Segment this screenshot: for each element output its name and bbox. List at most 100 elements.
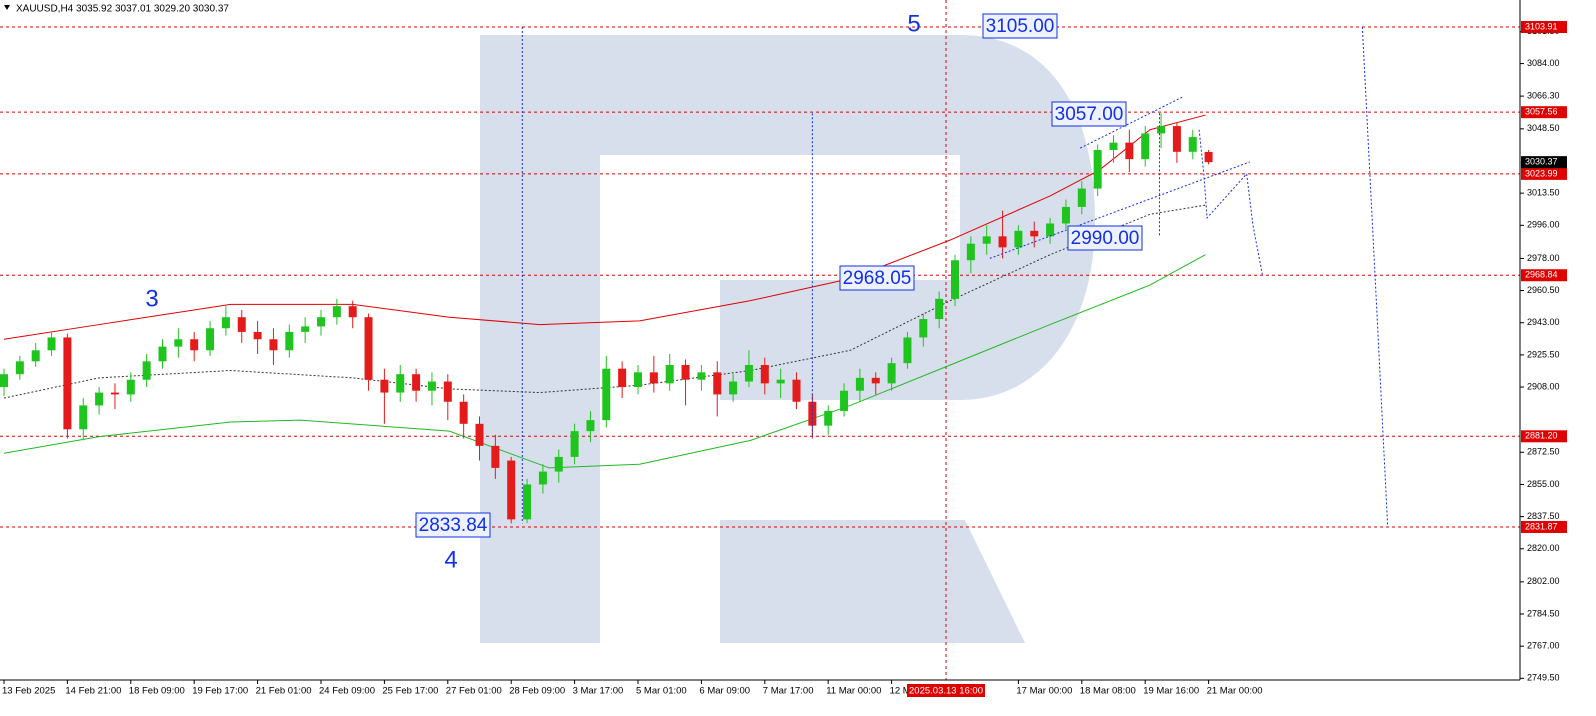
candle-body [1204,151,1213,163]
x-tick-label: 11 Mar 00:00 [826,686,881,697]
menu-icon[interactable] [4,5,10,10]
candle-body [221,317,230,329]
candle-body [871,377,880,384]
level-price-box [1521,167,1567,180]
level-price-label: 2881.20 [1525,431,1558,441]
indicator-line [3,114,1206,340]
y-tick-label: 2837.50 [1527,511,1560,521]
candle-body [364,317,373,380]
level-price-box [1521,20,1567,33]
y-tick-label: 3013.50 [1527,188,1560,198]
candle-body [1141,133,1150,160]
candle-body [95,392,104,406]
x-tick-label: 17 Mar 00:00 [1016,686,1072,697]
candle-body [269,339,278,351]
x-tick-label: 3 Mar 17:00 [573,686,624,697]
candle-body [1030,230,1039,237]
candle-body [190,339,199,351]
cursor-time-box [907,684,985,697]
x-tick-label: 6 Mar 09:00 [699,686,750,697]
candle-body [507,460,516,520]
last-price-label: 3030.37 [1525,157,1558,167]
candle-body [79,405,88,430]
candle-body [760,364,769,384]
last-price-box [1521,156,1567,169]
y-tick-label: 3048.50 [1527,123,1560,133]
candle-body [206,328,215,351]
wave-label: 4 [444,546,457,573]
candle-body [681,364,690,380]
candle-body [285,331,294,351]
projection-line [1198,129,1263,276]
x-tick-label: 18 Mar 08:00 [1080,686,1136,697]
wave-label: 5 [907,10,920,37]
candle-body [951,260,959,299]
y-tick-label: 2784.50 [1527,608,1560,618]
x-tick-label: 21 Feb 01:00 [256,686,312,697]
candle-body [237,317,246,332]
candle-body [602,368,611,421]
x-tick-label: 25 Feb 17:00 [382,686,438,697]
x-tick-label: 18 Feb 09:00 [129,686,185,697]
candle-body [903,337,912,364]
x-tick-label: 27 Feb 01:00 [446,686,502,697]
annotation-label: 2833.84 [419,515,488,536]
level-price-box [1521,269,1567,282]
candle-body [824,410,833,426]
candle-body [110,392,119,395]
candle-body [443,381,452,402]
candle-body [253,331,262,340]
candle-body [919,319,928,338]
candle-body [1093,149,1102,189]
candle-body [713,372,722,395]
y-tick-label: 2872.50 [1527,447,1560,457]
y-tick-label: 2978.00 [1527,253,1560,263]
level-price-box [1521,520,1567,533]
candle-body [1046,223,1055,237]
candle-body [966,243,975,261]
candle-body [15,361,24,375]
x-tick-label: 14 Feb 21:00 [65,686,121,697]
candle-body [1014,230,1023,248]
wave-label: 3 [145,285,158,312]
level-price-label: 3023.99 [1525,168,1558,178]
candle-body [744,364,753,382]
candle-body [380,379,389,393]
candle-body [523,484,532,520]
projection-line [1361,26,1389,527]
y-tick-label: 2960.50 [1527,285,1560,295]
candle-body [1109,142,1118,150]
candle-body [887,363,896,384]
level-price-label: 3103.91 [1525,21,1558,31]
annotation-label: 3105.00 [986,16,1055,37]
candle-body [348,306,357,318]
candle-body [491,445,500,468]
annotation-box [982,13,1058,39]
candle-body [142,361,151,380]
candle-body [665,364,674,384]
cursor-time-label: 2025.03.13 16:00 [909,686,983,697]
annotation-box [1051,101,1127,127]
y-tick-label: 3066.30 [1527,90,1560,100]
candle-body [47,337,56,351]
x-tick-label: 7 Mar 17:00 [763,686,814,697]
candle-body [317,317,325,327]
candle-body [855,377,864,391]
candle-body [1125,142,1134,160]
candle-body [174,339,183,347]
y-tick-label: 2802.00 [1527,576,1560,586]
candle-body [554,456,563,472]
projection-line [1079,96,1184,149]
candle-body [396,374,405,393]
candle-body [840,390,849,411]
candle-body [586,420,595,432]
candle-body [935,298,944,320]
y-tick-label: 2943.00 [1527,317,1560,327]
x-tick-label: 13 Feb 2025 [2,686,55,697]
x-tick-label: 19 Mar 16:00 [1143,686,1199,697]
x-tick-label: 5 Mar 01:00 [636,686,687,697]
annotation-label: 2968.05 [843,268,912,289]
candle-body [332,306,341,318]
candle-body [0,374,8,388]
level-price-label: 2968.84 [1525,270,1558,280]
